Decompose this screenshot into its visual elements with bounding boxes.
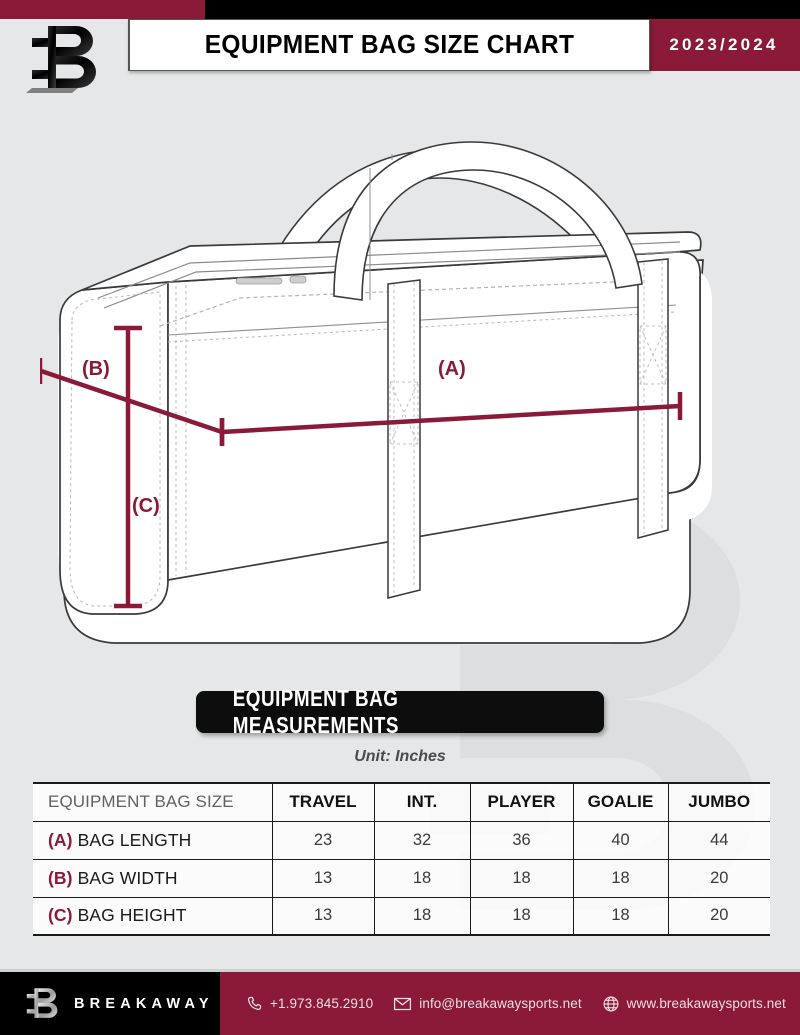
row-tag-a: (A) [48, 829, 73, 850]
bag-zipper [97, 241, 681, 327]
bag-stitch-left [69, 285, 187, 607]
footer-wordmark: BREAKAWAY [74, 995, 214, 1012]
measurements-table-wrapper: EQUIPMENT BAG SIZE TRAVEL INT. PLAYER GO… [33, 782, 770, 939]
row-name-a: BAG LENGTH [77, 829, 192, 850]
bag-strap-right [637, 258, 669, 539]
table-col-travel: TRAVEL [272, 782, 375, 822]
cell-length-player: 36 [470, 821, 574, 860]
measurements-banner: EQUIPMENT BAG MEASUREMENTS [196, 685, 604, 738]
footer-email[interactable]: info@breakawaysports.net [393, 996, 582, 1012]
table-row: (B) BAG WIDTH 13 18 18 18 20 [33, 859, 770, 898]
footer-phone[interactable]: +1.973.845.2910 [246, 995, 373, 1012]
table-header-row: EQUIPMENT BAG SIZE TRAVEL INT. PLAYER GO… [33, 782, 770, 822]
footer-website[interactable]: www.breakawaysports.net [602, 995, 786, 1013]
footer-website-text: www.breakawaysports.net [626, 996, 786, 1011]
row-name-c: BAG HEIGHT [77, 905, 187, 926]
bag-strap-stitching [389, 261, 667, 594]
table-col-goalie: GOALIE [573, 782, 669, 822]
cell-length-goalie: 40 [573, 821, 669, 860]
table-col-jumbo: JUMBO [668, 782, 770, 822]
measurements-banner-title: EQUIPMENT BAG MEASUREMENTS [232, 685, 399, 738]
row-label-bag-height: (C) BAG HEIGHT [33, 897, 273, 936]
equipment-bag-diagram: (A) (B) (C) [40, 141, 712, 644]
cell-length-travel: 23 [272, 821, 375, 860]
year-badge: 2023/2024 [669, 35, 779, 54]
cell-height-int: 18 [374, 897, 471, 936]
cell-width-player: 18 [470, 859, 574, 898]
cell-length-jumbo: 44 [668, 821, 770, 860]
row-name-b: BAG WIDTH [77, 867, 178, 888]
dimension-line-c [114, 325, 142, 609]
page-title: EQUIPMENT BAG SIZE CHART [204, 30, 575, 59]
footer-contact-block: +1.973.845.2910 info@breakawaysports.net [220, 972, 800, 1035]
top-color-band [0, 0, 800, 19]
cell-width-jumbo: 20 [668, 859, 770, 898]
cell-width-goalie: 18 [573, 859, 669, 898]
cell-width-int: 18 [374, 859, 471, 898]
row-label-bag-length: (A) BAG LENGTH [33, 821, 273, 860]
measurements-table: EQUIPMENT BAG SIZE TRAVEL INT. PLAYER GO… [33, 782, 770, 936]
globe-icon [602, 995, 620, 1013]
dimension-label-c: (C) [132, 495, 160, 517]
phone-icon [246, 995, 263, 1012]
dimension-label-a: (A) [438, 358, 466, 380]
row-tag-c: (C) [48, 905, 73, 926]
cell-height-goalie: 18 [573, 897, 669, 936]
unit-note: Unit: Inches [354, 748, 446, 765]
table-corner-label: EQUIPMENT BAG SIZE [33, 782, 273, 822]
bag-strap-left [387, 279, 421, 599]
cell-width-travel: 13 [272, 859, 375, 898]
page-title-box: EQUIPMENT BAG SIZE CHART [128, 19, 650, 71]
row-label-bag-width: (B) BAG WIDTH [33, 859, 273, 898]
footer-email-text: info@breakawaysports.net [419, 996, 582, 1011]
bag-zipper-pull [235, 275, 307, 285]
cell-length-int: 32 [374, 821, 471, 860]
bag-handle-grip [369, 154, 393, 300]
cell-height-travel: 13 [272, 897, 375, 936]
bag-handle-front [333, 141, 643, 301]
year-badge-background [648, 19, 800, 71]
cell-height-jumbo: 20 [668, 897, 770, 936]
dimension-label-b: (B) [82, 358, 110, 380]
bag-seam [167, 304, 677, 343]
row-tag-b: (B) [48, 867, 73, 888]
breakaway-b-logo-icon [26, 987, 58, 1018]
top-band-black [205, 0, 800, 19]
page-footer: BREAKAWAY +1.973.845.2910 [0, 972, 800, 1035]
table-row: (C) BAG HEIGHT 13 18 18 18 20 [33, 897, 770, 936]
table-col-int: INT. [374, 782, 471, 822]
breakaway-b-logo-icon [26, 26, 96, 93]
footer-brand-block: BREAKAWAY [0, 972, 220, 1035]
table-row: (A) BAG LENGTH 23 32 36 40 44 [33, 821, 770, 860]
footer-phone-text: +1.973.845.2910 [270, 996, 374, 1011]
table-col-player: PLAYER [470, 782, 574, 822]
cell-height-player: 18 [470, 897, 574, 936]
page-header: EQUIPMENT BAG SIZE CHART 2023/2024 [0, 19, 800, 71]
top-band-maroon [0, 0, 205, 19]
envelope-icon [393, 996, 412, 1012]
footer-divider [0, 969, 800, 972]
